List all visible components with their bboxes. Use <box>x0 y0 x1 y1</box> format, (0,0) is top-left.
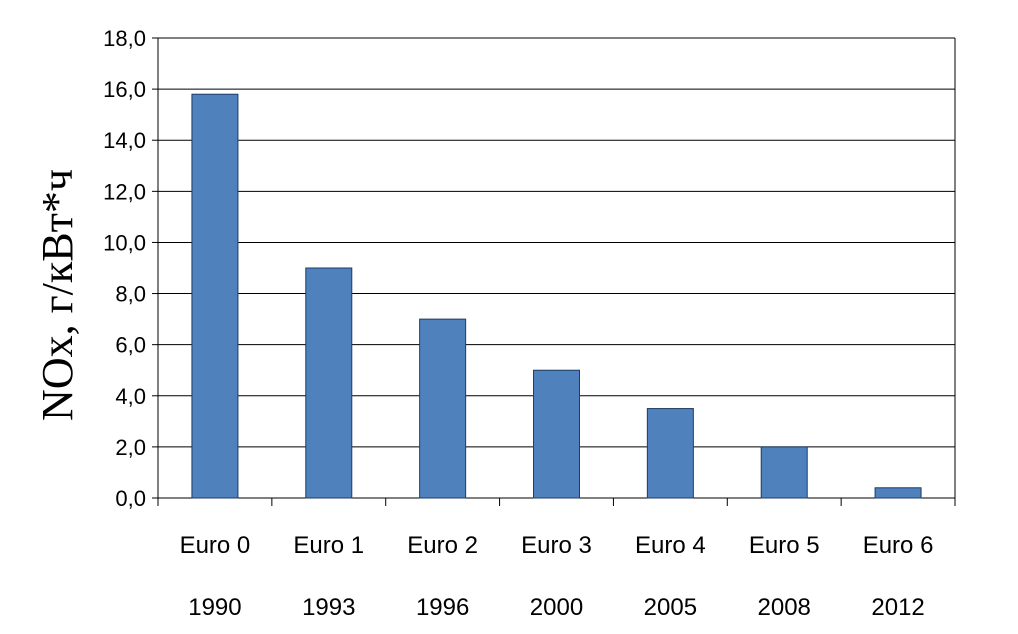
bar <box>305 267 353 499</box>
y-tick-label: 0,0 <box>115 486 146 511</box>
bar <box>191 93 239 499</box>
bars <box>191 93 922 499</box>
category-label: Euro 2 <box>407 532 478 559</box>
category-label: Euro 5 <box>749 532 820 559</box>
year-label: 1996 <box>416 594 469 621</box>
year-labels: 1990 1993 1996 2000 2005 2008 2012 <box>188 594 925 621</box>
y-tick-label: 18,0 <box>103 26 146 51</box>
bar <box>760 446 808 499</box>
bar <box>646 408 694 499</box>
year-label: 2008 <box>758 594 811 621</box>
y-axis-label: NOx, г/кВт*ч <box>33 169 82 421</box>
bar <box>874 487 922 499</box>
category-label: Euro 6 <box>863 532 934 559</box>
y-tick-label: 4,0 <box>115 384 146 409</box>
year-label: 2012 <box>871 594 924 621</box>
y-tick-labels: 0,0 2,0 4,0 6,0 8,0 10,0 12,0 14,0 16,0 18,0 <box>103 26 146 511</box>
y-tick-label: 6,0 <box>115 333 146 358</box>
category-label: Euro 1 <box>293 532 364 559</box>
y-tick-label: 8,0 <box>115 282 146 307</box>
year-label: 1990 <box>188 594 241 621</box>
year-label: 1993 <box>302 594 355 621</box>
y-tick-label: 12,0 <box>103 179 146 204</box>
y-tick-label: 2,0 <box>115 435 146 460</box>
bar <box>533 369 580 499</box>
y-tick-label: 14,0 <box>103 128 146 153</box>
year-label: 2000 <box>530 594 583 621</box>
category-label: Euro 4 <box>635 532 706 559</box>
gridlines <box>158 37 955 448</box>
category-label: Euro 3 <box>521 532 592 559</box>
y-tick-label: 10,0 <box>103 230 146 255</box>
y-tick-label: 16,0 <box>103 77 146 102</box>
year-label: 2005 <box>644 594 697 621</box>
category-label: Euro 0 <box>180 532 251 559</box>
category-labels: Euro 0 Euro 1 Euro 2 Euro 3 Euro 4 Euro 5 Euro… <box>180 532 934 559</box>
bar <box>419 318 467 499</box>
